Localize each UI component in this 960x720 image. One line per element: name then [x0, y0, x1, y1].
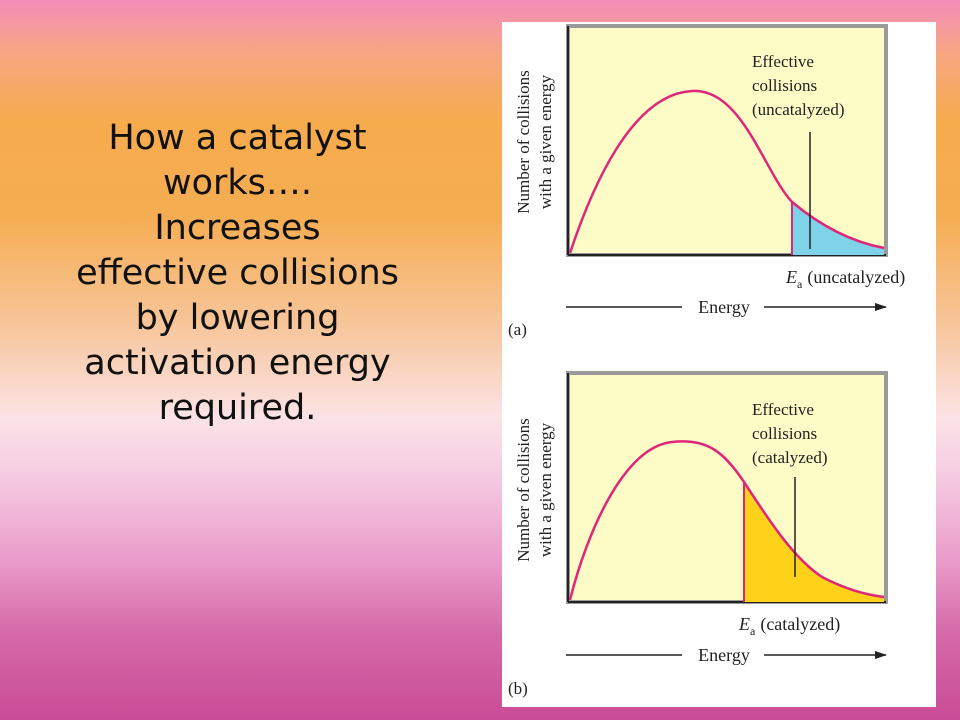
ea-symbol: E [738, 614, 750, 634]
panel-b: Effective collisions (catalyzed) Number … [508, 371, 888, 698]
annotation-a: Effective collisions (uncatalyzed) [752, 52, 845, 119]
ea-suffix: (catalyzed) [760, 614, 840, 635]
text-line: Increases [154, 208, 321, 248]
collision-energy-figure: Effective collisions (uncatalyzed) Numbe… [502, 22, 936, 707]
distribution-curve-a [568, 89, 885, 254]
catalyzed-shaded-region [744, 482, 884, 602]
ea-label-a: Ea (uncatalyzed) [785, 267, 905, 291]
text-line: required. [158, 388, 317, 428]
ea-symbol: E [785, 267, 797, 287]
y-axis-label-a-line2: with a given energy [536, 74, 555, 209]
distribution-curve-b [568, 440, 885, 601]
plot-area-b [566, 371, 888, 604]
y-axis-label-a-line1: Number of collisions [514, 70, 533, 214]
slide-body-text: How a catalyst works…. Increases effecti… [40, 116, 435, 431]
ea-subscript: a [750, 624, 756, 638]
panel-label-a: (a) [508, 320, 527, 339]
annotation-line: (catalyzed) [752, 448, 828, 467]
y-axis-label-b-line2: with a given energy [536, 422, 555, 557]
annotation-line: collisions [752, 424, 817, 443]
plot-area-a [566, 24, 888, 257]
annotation-line: collisions [752, 76, 817, 95]
figure-svg: Effective collisions (uncatalyzed) Numbe… [508, 24, 905, 698]
uncatalyzed-shaded-region [792, 202, 884, 255]
x-axis-label-b: Energy [698, 645, 750, 665]
text-line: by lowering [135, 298, 340, 338]
annotation-b: Effective collisions (catalyzed) [752, 400, 828, 467]
text-line: works…. [162, 163, 313, 203]
panel-label-b: (b) [508, 679, 528, 698]
ea-subscript: a [797, 277, 803, 291]
text-line: How a catalyst [108, 118, 367, 158]
panel-a: Effective collisions (uncatalyzed) Numbe… [508, 24, 905, 339]
x-axis-label-a: Energy [698, 297, 750, 317]
annotation-line: Effective [752, 400, 814, 419]
annotation-line: (uncatalyzed) [752, 100, 845, 119]
text-line: effective collisions [76, 253, 399, 293]
ea-suffix: (uncatalyzed) [807, 267, 905, 288]
y-axis-label-b-line1: Number of collisions [514, 418, 533, 562]
annotation-line: Effective [752, 52, 814, 71]
text-line: activation energy [84, 343, 391, 383]
ea-label-b: Ea (catalyzed) [738, 614, 840, 638]
